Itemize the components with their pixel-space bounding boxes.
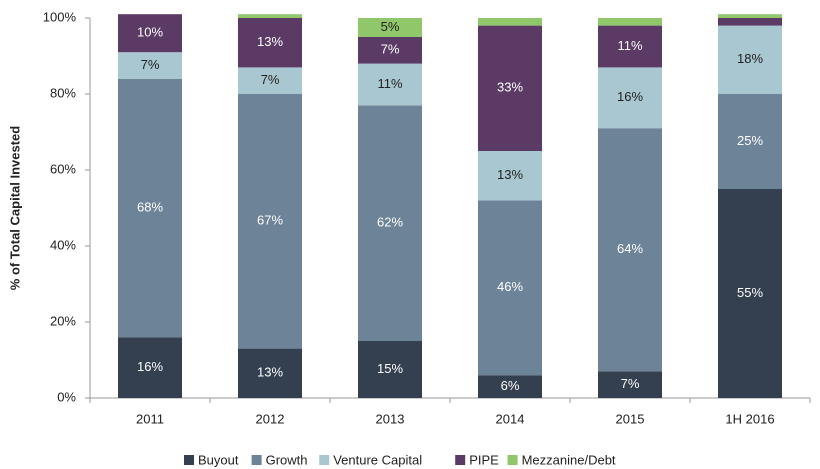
data-label: 64% <box>617 241 643 256</box>
legend-label: Growth <box>266 452 308 467</box>
bar-segment <box>478 200 542 376</box>
bar-segment <box>718 18 782 26</box>
data-label: 7% <box>261 72 280 87</box>
data-label: 11% <box>617 38 642 53</box>
data-label: 62% <box>377 215 403 230</box>
x-tick-label: 2014 <box>496 411 525 426</box>
data-label: 46% <box>497 279 523 294</box>
legend-label: Venture Capital <box>333 452 422 467</box>
bar-segment <box>598 67 662 129</box>
bar-segment <box>718 25 782 95</box>
legend-label: PIPE <box>469 452 499 467</box>
x-tick-label: 2015 <box>616 411 645 426</box>
bar-segment <box>358 63 422 106</box>
legend-swatch <box>319 455 330 465</box>
data-label: 7% <box>381 42 400 57</box>
data-label: 5% <box>381 19 400 34</box>
bar-segment <box>118 78 182 338</box>
bar-segment <box>718 189 782 398</box>
legend-swatch <box>251 455 262 465</box>
data-label: 15% <box>377 361 403 376</box>
bar-segment <box>358 105 422 342</box>
data-label: 6% <box>501 378 520 393</box>
data-label: 13% <box>257 34 283 49</box>
bar-segment <box>598 18 662 26</box>
y-axis-label: % of Total Capital Invested <box>7 126 22 291</box>
y-tick-label: 20% <box>50 313 76 328</box>
data-label: 67% <box>257 213 283 228</box>
data-label: 13% <box>257 365 283 380</box>
bar-segment <box>718 94 782 189</box>
bar-segment <box>358 18 422 37</box>
x-tick-label: 2012 <box>256 411 285 426</box>
legend-swatch <box>184 455 194 465</box>
y-tick-label: 80% <box>50 85 76 100</box>
bar-segment <box>238 18 302 68</box>
data-label: 18% <box>737 51 763 66</box>
legend-swatch <box>455 455 466 465</box>
bar-segment <box>118 337 182 398</box>
data-label: 11% <box>377 76 402 91</box>
y-tick-label: 0% <box>57 389 76 404</box>
x-tick-label: 2011 <box>136 411 164 426</box>
data-label: 16% <box>617 89 643 104</box>
bar-segment <box>238 94 302 349</box>
data-label: 68% <box>137 199 163 214</box>
y-tick-label: 40% <box>50 237 76 252</box>
bar-segment <box>238 67 302 94</box>
data-label: 33% <box>497 80 523 95</box>
bar-segment <box>358 341 422 398</box>
bar-segment <box>598 128 662 372</box>
bar-segment <box>478 375 542 398</box>
data-label: 13% <box>497 167 523 182</box>
bar-segment <box>718 14 782 18</box>
bar-segment <box>358 37 422 64</box>
data-label: 7% <box>141 57 160 72</box>
data-label: 10% <box>137 25 163 40</box>
bar-segment <box>238 14 302 18</box>
data-label: 55% <box>737 285 763 300</box>
x-tick-label: 2013 <box>376 411 405 426</box>
bar-segment <box>598 371 662 398</box>
x-tick-label: 1H 2016 <box>725 411 774 426</box>
bar-segment <box>478 25 542 152</box>
y-tick-label: 60% <box>50 161 76 176</box>
data-label: 16% <box>137 359 163 374</box>
y-tick-label: 100% <box>43 9 77 24</box>
legend-label: Buyout <box>198 452 239 467</box>
legend-swatch <box>507 455 518 465</box>
bar-segment <box>478 151 542 201</box>
bar-segment <box>118 52 182 79</box>
data-label: 25% <box>737 133 763 148</box>
legend-label: Mezzanine/Debt <box>522 452 616 467</box>
data-label: 7% <box>621 376 640 391</box>
bar-segment <box>598 25 662 68</box>
bar-segment <box>238 348 302 398</box>
bar-segment <box>478 18 542 26</box>
bar-segment <box>118 14 182 53</box>
